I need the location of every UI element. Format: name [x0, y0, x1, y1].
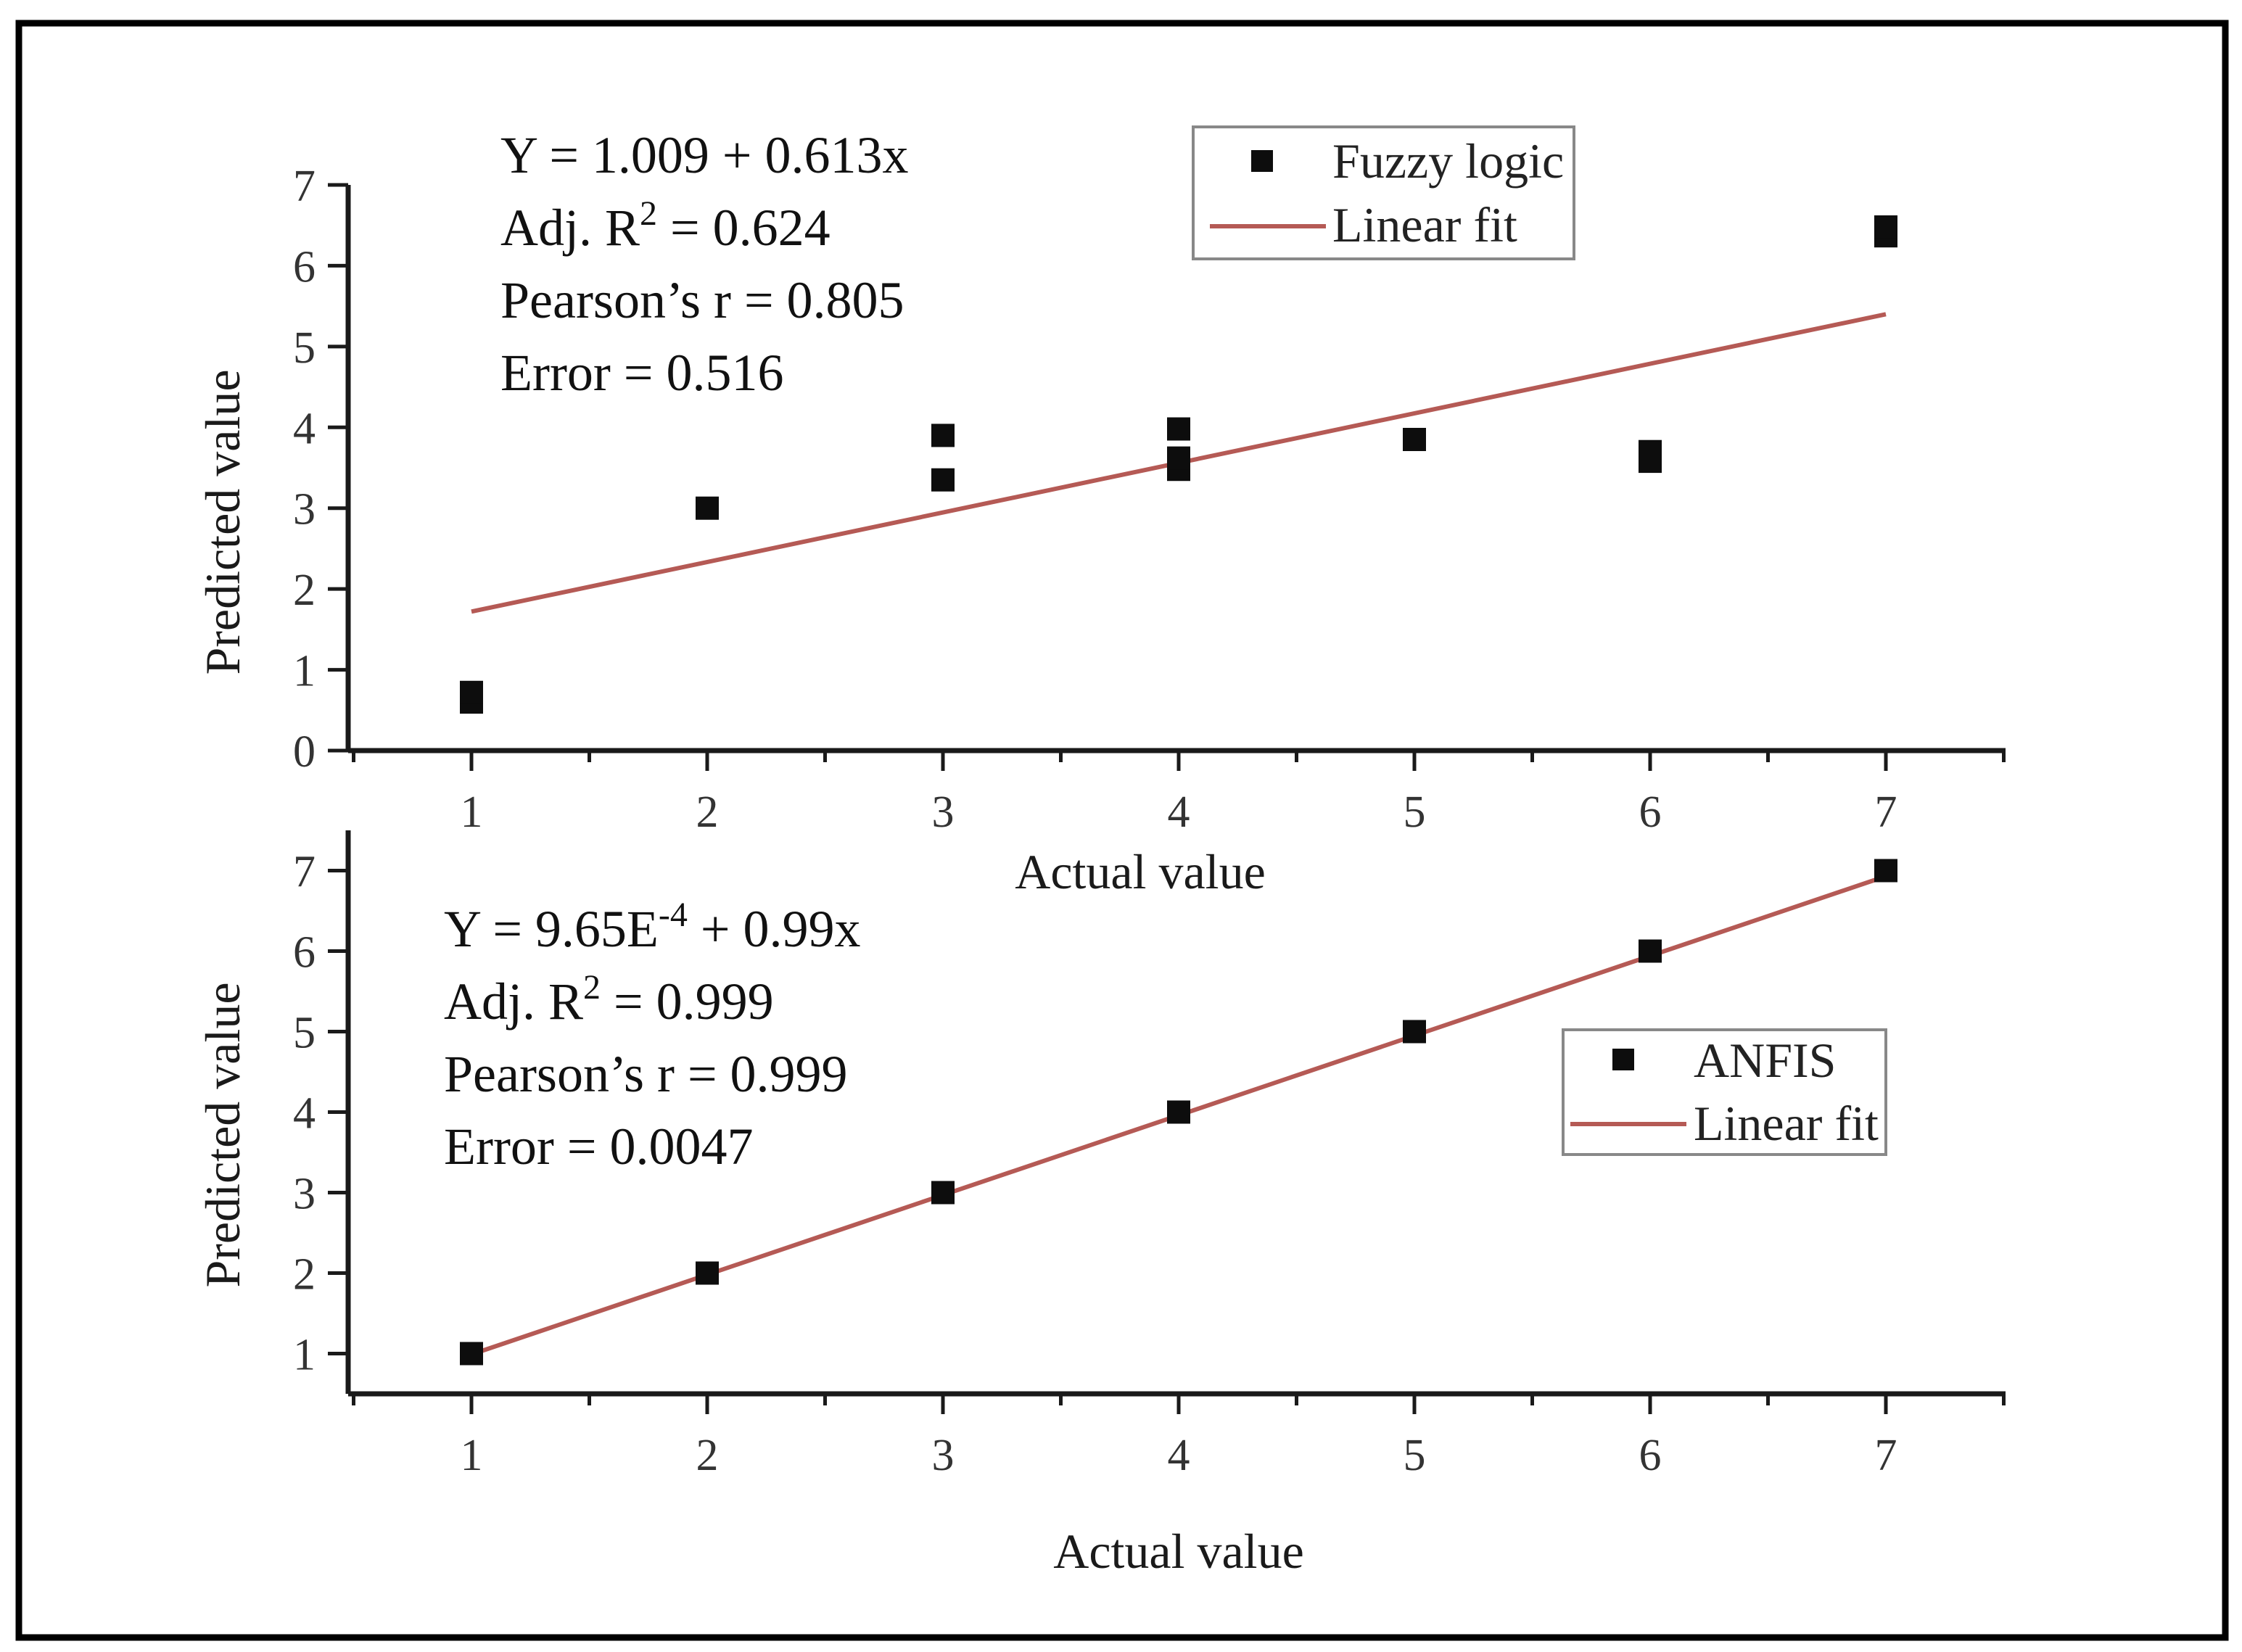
- fuzzy-data-point: [931, 468, 955, 492]
- figure-frame: [15, 20, 2229, 1641]
- fuzzy-legend-line-label: Linear fit: [1332, 197, 1517, 252]
- fuzzy-x-tick-label: 3: [932, 788, 955, 837]
- fuzzy-annotation: Y = 1.009 + 0.613x Adj. R2 = 0.624 Pears…: [500, 126, 909, 402]
- anfis-y-tick-label: 1: [293, 1331, 316, 1380]
- anfis-adj-r2: Adj. R2 = 0.999: [444, 968, 774, 1031]
- anfis-legend: ANFIS Linear fit: [1562, 1028, 1887, 1156]
- fuzzy-x-tick-label: 7: [1875, 788, 1897, 837]
- fuzzy-x-tick-label: 1: [461, 788, 483, 837]
- fuzzy-pearson: Pearson’s r = 0.805: [500, 271, 904, 329]
- anfis-data-point: [1403, 1020, 1426, 1044]
- anfis-data-point: [931, 1181, 955, 1205]
- fuzzy-x-tick-label: 4: [1168, 788, 1190, 837]
- anfis-y-tick-label: 6: [293, 928, 316, 978]
- fuzzy-data-point: [931, 424, 955, 447]
- fuzzy-y-tick-label: 7: [293, 162, 316, 211]
- anfis-x-tick-label: 3: [932, 1431, 955, 1480]
- fuzzy-x-axis-title: Actual value: [1015, 844, 1266, 899]
- fuzzy-y-tick-label: 5: [293, 323, 316, 373]
- anfis-x-tick-label: 2: [696, 1431, 719, 1480]
- fuzzy-points: [460, 215, 1897, 714]
- anfis-data-point: [1167, 1100, 1190, 1124]
- chart-fuzzy: 1 2 3 4 5 6 7 0 1 2 3 4 5 6 7 Predicted value Actual v…: [195, 125, 2006, 899]
- anfis-points: [460, 859, 1897, 1366]
- anfis-y-tick-label: 7: [293, 848, 316, 897]
- anfis-x-tick-label: 6: [1639, 1431, 1662, 1480]
- fuzzy-data-point: [460, 680, 483, 704]
- fuzzy-y-tick-label: 6: [293, 242, 316, 292]
- anfis-legend-line-label: Linear fit: [1694, 1096, 1879, 1151]
- anfis-data-point: [460, 1342, 483, 1366]
- fuzzy-equation: Y = 1.009 + 0.613x: [500, 126, 909, 184]
- fuzzy-y-axis-title: Predicted value: [195, 369, 250, 674]
- fuzzy-data-point: [1403, 428, 1426, 451]
- anfis-error: Error = 0.0047: [444, 1118, 754, 1176]
- anfis-axis-ticks: 1 2 3 4 5 6 7 1 2 3 4 5 6 7: [293, 848, 2006, 1480]
- fuzzy-legend-marker-icon: [1251, 150, 1273, 172]
- anfis-x-tick-label: 1: [461, 1431, 483, 1480]
- anfis-y-axis-title: Predicted value: [195, 982, 250, 1287]
- anfis-equation: Y = 9.65E-4 + 0.99x: [444, 896, 861, 958]
- fuzzy-x-tick-label: 6: [1639, 788, 1662, 837]
- fuzzy-axis-ticks: 1 2 3 4 5 6 7 0 1 2 3 4 5 6 7: [293, 162, 2006, 837]
- fuzzy-data-point: [1167, 446, 1190, 470]
- fuzzy-data-point: [696, 496, 719, 520]
- fuzzy-adj-r2: Adj. R2 = 0.624: [500, 194, 831, 257]
- fuzzy-error: Error = 0.516: [500, 344, 784, 402]
- fuzzy-data-point: [1167, 417, 1190, 441]
- anfis-data-point: [696, 1261, 719, 1285]
- anfis-y-tick-label: 2: [293, 1250, 316, 1300]
- anfis-x-axis-title: Actual value: [1053, 1524, 1304, 1579]
- fuzzy-legend: Fuzzy logic Linear fit: [1192, 125, 1575, 260]
- anfis-annotation: Y = 9.65E-4 + 0.99x Adj. R2 = 0.999 Pear…: [444, 896, 861, 1176]
- fuzzy-y-tick-label: 3: [293, 485, 316, 534]
- fuzzy-y-tick-label: 1: [293, 647, 316, 696]
- anfis-data-point: [1639, 939, 1662, 963]
- anfis-pearson: Pearson’s r = 0.999: [444, 1045, 848, 1103]
- fuzzy-y-tick-label: 4: [293, 404, 316, 453]
- anfis-legend-marker-icon: [1612, 1049, 1634, 1070]
- fuzzy-legend-box: [1192, 125, 1575, 260]
- anfis-legend-marker-label: ANFIS: [1694, 1033, 1837, 1088]
- anfis-y-tick-label: 5: [293, 1009, 316, 1058]
- anfis-x-tick-label: 7: [1875, 1431, 1897, 1480]
- fuzzy-x-tick-label: 2: [696, 788, 719, 837]
- chart-anfis: 1 2 3 4 5 6 7 1 2 3 4 5 6 7 Predicted value Actual va…: [195, 830, 2006, 1579]
- fuzzy-data-point: [1874, 215, 1897, 239]
- fuzzy-x-tick-label: 5: [1404, 788, 1426, 837]
- fuzzy-data-point: [1639, 439, 1662, 463]
- anfis-y-tick-label: 4: [293, 1089, 316, 1139]
- fuzzy-legend-marker-label: Fuzzy logic: [1332, 133, 1564, 189]
- fuzzy-y-tick-label: 2: [293, 566, 316, 615]
- fuzzy-y-tick-label: 0: [293, 727, 316, 777]
- anfis-x-tick-label: 4: [1168, 1431, 1190, 1480]
- anfis-x-tick-label: 5: [1404, 1431, 1426, 1480]
- anfis-data-point: [1874, 859, 1897, 883]
- anfis-y-tick-label: 3: [293, 1170, 316, 1219]
